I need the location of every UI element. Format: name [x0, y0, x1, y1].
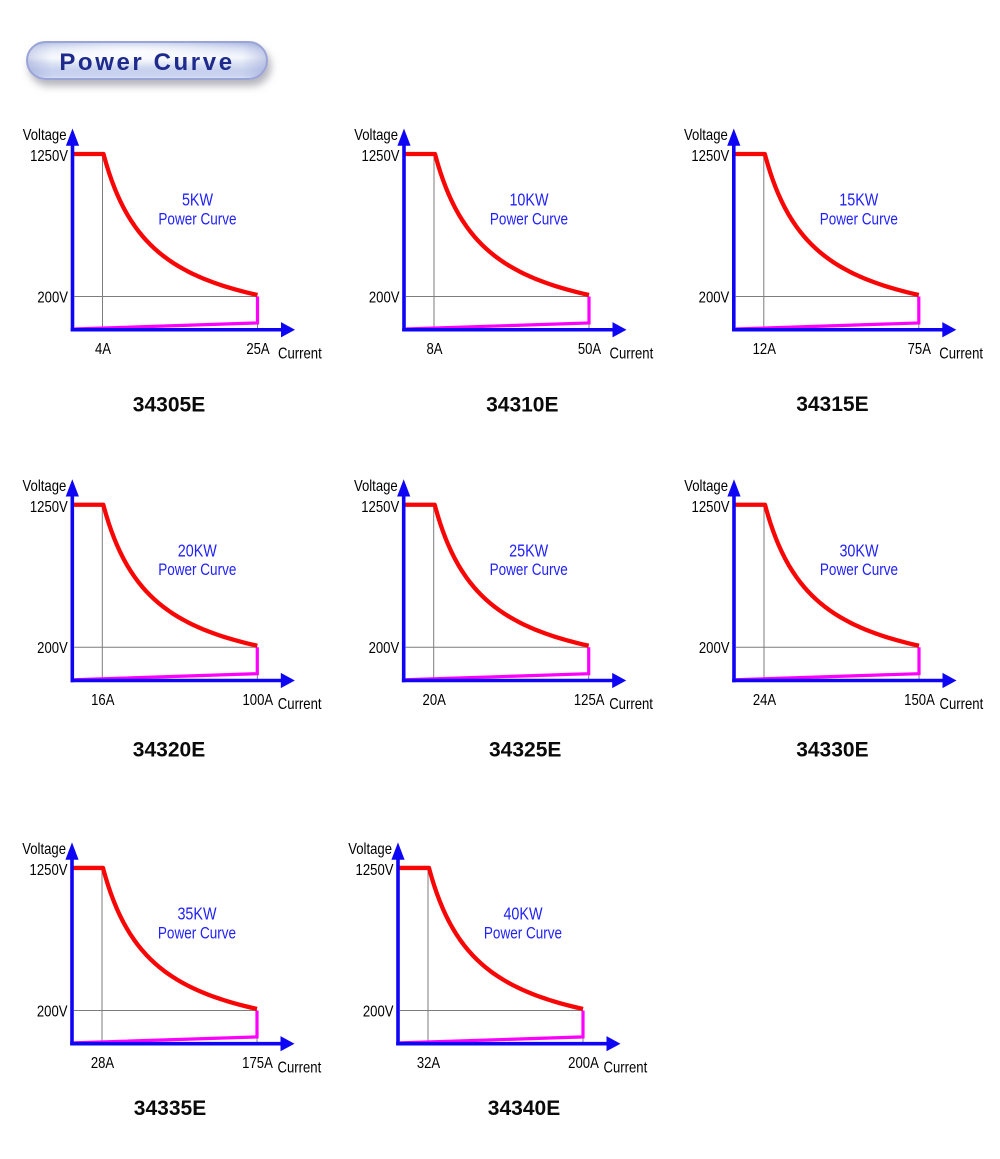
svg-text:125A: 125A	[574, 692, 605, 709]
svg-text:25KW: 25KW	[509, 542, 549, 561]
svg-text:34320E: 34320E	[133, 738, 205, 761]
svg-text:34340E: 34340E	[488, 1097, 560, 1120]
svg-text:200A: 200A	[568, 1055, 599, 1072]
svg-text:Current: Current	[278, 345, 322, 362]
svg-text:1250V: 1250V	[362, 148, 400, 165]
svg-text:20A: 20A	[423, 692, 447, 709]
svg-text:200V: 200V	[37, 640, 68, 657]
svg-text:150A: 150A	[904, 692, 935, 709]
svg-text:Voltage: Voltage	[354, 478, 398, 495]
svg-text:Current: Current	[604, 1059, 648, 1076]
svg-text:1250V: 1250V	[691, 148, 729, 165]
svg-text:12A: 12A	[753, 341, 777, 358]
svg-text:5KW: 5KW	[182, 192, 214, 211]
svg-text:1250V: 1250V	[30, 148, 68, 165]
svg-text:Power Curve: Power Curve	[490, 561, 568, 580]
svg-text:8A: 8A	[426, 341, 442, 358]
svg-text:200V: 200V	[37, 1003, 68, 1020]
svg-text:175A: 175A	[242, 1055, 273, 1072]
svg-text:Voltage: Voltage	[354, 127, 398, 144]
svg-text:Power Curve: Power Curve	[158, 561, 236, 580]
svg-text:Current: Current	[609, 696, 653, 713]
svg-text:200V: 200V	[699, 289, 730, 306]
svg-text:200V: 200V	[699, 640, 730, 657]
svg-text:16A: 16A	[91, 692, 115, 709]
svg-text:34305E: 34305E	[133, 394, 205, 417]
svg-text:15KW: 15KW	[839, 192, 879, 211]
svg-text:Power Curve: Power Curve	[820, 561, 898, 580]
svg-text:40KW: 40KW	[503, 905, 543, 924]
svg-text:10KW: 10KW	[509, 192, 549, 211]
svg-text:28A: 28A	[91, 1055, 115, 1072]
svg-text:Current: Current	[278, 1059, 322, 1076]
svg-text:Voltage: Voltage	[684, 127, 728, 144]
svg-text:1250V: 1250V	[30, 499, 68, 516]
svg-text:Current: Current	[940, 696, 984, 713]
svg-text:34315E: 34315E	[796, 393, 868, 416]
svg-text:Power Curve: Power Curve	[158, 210, 236, 229]
svg-text:Current: Current	[610, 345, 654, 362]
svg-text:34330E: 34330E	[796, 738, 868, 761]
svg-text:1250V: 1250V	[692, 499, 730, 516]
svg-text:32A: 32A	[417, 1055, 441, 1072]
svg-text:Power Curve: Power Curve	[484, 924, 562, 943]
svg-text:Voltage: Voltage	[684, 478, 728, 495]
svg-text:100A: 100A	[242, 692, 273, 709]
svg-text:Current: Current	[939, 345, 983, 362]
svg-text:Voltage: Voltage	[348, 841, 392, 858]
svg-text:35KW: 35KW	[177, 905, 217, 924]
svg-text:200V: 200V	[363, 1003, 394, 1020]
svg-text:25A: 25A	[246, 341, 270, 358]
svg-text:1250V: 1250V	[30, 862, 68, 879]
svg-text:34325E: 34325E	[489, 738, 561, 761]
svg-text:34335E: 34335E	[134, 1097, 206, 1120]
svg-text:50A: 50A	[578, 341, 602, 358]
svg-text:Voltage: Voltage	[23, 478, 67, 495]
svg-text:75A: 75A	[908, 341, 932, 358]
svg-text:1250V: 1250V	[361, 499, 399, 516]
svg-text:30KW: 30KW	[839, 542, 879, 561]
svg-text:Power Curve: Power Curve	[820, 210, 898, 229]
svg-text:Voltage: Voltage	[22, 841, 66, 858]
svg-text:4A: 4A	[95, 341, 111, 358]
svg-text:Current: Current	[278, 696, 322, 713]
svg-text:Voltage: Voltage	[23, 127, 67, 144]
svg-text:20KW: 20KW	[178, 542, 218, 561]
svg-text:1250V: 1250V	[356, 862, 394, 879]
svg-text:200V: 200V	[37, 289, 68, 306]
svg-text:Power Curve: Power Curve	[490, 210, 568, 229]
svg-text:Power Curve: Power Curve	[158, 924, 236, 943]
svg-text:200V: 200V	[369, 289, 400, 306]
svg-text:34310E: 34310E	[486, 394, 558, 417]
svg-text:200V: 200V	[369, 640, 400, 657]
svg-text:24A: 24A	[753, 692, 777, 709]
